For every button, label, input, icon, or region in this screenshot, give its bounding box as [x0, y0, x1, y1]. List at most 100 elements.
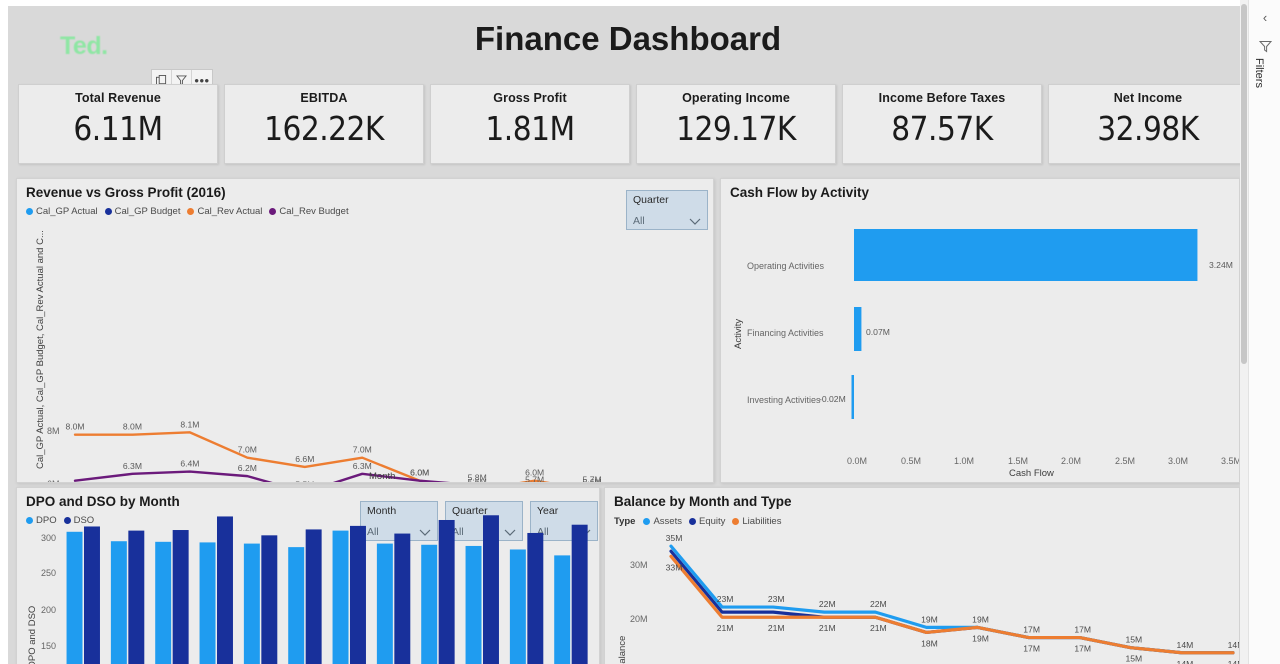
y-axis-tick: 30M	[630, 560, 648, 570]
kpi-card-total-revenue[interactable]: Total Revenue 6.11M	[18, 84, 218, 164]
kpi-card-income-before-taxes[interactable]: Income Before Taxes 87.57K	[842, 84, 1042, 164]
x-axis-tick: 3.0M	[1168, 456, 1189, 466]
svg-text:6.0M: 6.0M	[525, 468, 544, 478]
svg-text:6.6M: 6.6M	[295, 454, 314, 464]
category-label: Operating Activities	[747, 261, 825, 271]
kpi-card-row: Total Revenue 6.11M EBITDA 162.22K Gross…	[18, 84, 1248, 164]
slicer-value: All	[537, 526, 549, 538]
kpi-title: Gross Profit	[493, 91, 567, 105]
x-axis-tick: 1.5M	[1008, 456, 1029, 466]
chevron-down-icon[interactable]	[689, 212, 701, 230]
svg-text:23M: 23M	[717, 594, 734, 604]
filters-pane-title: Filters	[1253, 58, 1265, 88]
chart-legend: Cal_GP Actual Cal_GP Budget Cal_Rev Actu…	[26, 206, 349, 217]
svg-text:14M: 14M	[1177, 659, 1194, 664]
scrollbar-thumb[interactable]	[1241, 4, 1247, 364]
visual-dpo-and-dso-by-month[interactable]: DPO and DSO by Month DPO DSO Month All Q…	[16, 487, 600, 664]
visual-cash-flow-by-activity[interactable]: Cash Flow by Activity Activity Operating…	[720, 178, 1240, 483]
svg-text:14M: 14M	[1177, 640, 1194, 650]
kpi-value: 129.17K	[676, 109, 796, 148]
svg-text:19M: 19M	[972, 614, 989, 624]
y-axis-tick: 200	[41, 605, 57, 615]
y-axis-tick: 8M	[47, 426, 60, 436]
canvas-top-edge	[0, 0, 1280, 6]
chart-legend: Type Assets Equity Liabilities	[614, 516, 781, 527]
line-chart-plot: 35M 23M 23M 22M 22M 19M 19M 17M 17M 15M 14M 14M 33M 2…	[666, 533, 1240, 664]
kpi-value: 162.22K	[264, 109, 384, 148]
legend-item: DSO	[63, 515, 94, 526]
copy-icon[interactable]	[152, 70, 172, 90]
visual-revenue-vs-gross-profit[interactable]: Revenue vs Gross Profit (2016) Cal_GP Ac…	[16, 178, 714, 483]
svg-text:21M: 21M	[717, 623, 734, 633]
legend-title: Type	[614, 516, 636, 527]
svg-text:14M: 14M	[1228, 640, 1240, 650]
kpi-card-ebitda[interactable]: EBITDA 162.22K	[224, 84, 424, 164]
svg-text:35M: 35M	[666, 533, 683, 543]
svg-text:6.2M: 6.2M	[238, 463, 257, 473]
chevron-down-icon[interactable]	[504, 523, 516, 541]
report-logo: Ted.	[60, 32, 108, 60]
kpi-value: 6.11M	[73, 109, 163, 148]
svg-text:6.0M: 6.0M	[410, 468, 429, 478]
svg-text:17M: 17M	[1074, 625, 1091, 635]
legend-label: Equity	[698, 516, 726, 527]
x-axis-tick: 1.0M	[954, 456, 975, 466]
svg-text:19M: 19M	[972, 633, 989, 643]
svg-text:19M: 19M	[921, 614, 938, 624]
kpi-card-gross-profit[interactable]: Gross Profit 1.81M	[430, 84, 630, 164]
visual-balance-by-month-and-type[interactable]: Balance by Month and Type Type Assets Eq…	[604, 487, 1240, 664]
line-chart-plot: 2.2M2.1M1.9M1.9M1.9M1.6M1.5M1.5M1.5M1.5M…	[65, 419, 602, 483]
slicer-label: Month	[367, 505, 397, 517]
y-axis-tick: 150	[41, 641, 57, 651]
kpi-value: 87.57K	[891, 109, 993, 148]
svg-text:5.6M: 5.6M	[583, 477, 602, 483]
svg-text:8.0M: 8.0M	[65, 422, 84, 432]
svg-text:17M: 17M	[1023, 625, 1040, 635]
legend-label: Liabilities	[742, 516, 782, 527]
slicer-quarter-revenue[interactable]: Quarter All	[626, 190, 708, 230]
svg-text:22M: 22M	[819, 599, 836, 609]
svg-text:6.4M: 6.4M	[180, 459, 199, 469]
svg-text:23M: 23M	[768, 594, 785, 604]
svg-text:18M: 18M	[921, 638, 938, 648]
kpi-card-net-income[interactable]: Net Income 32.98K	[1048, 84, 1248, 164]
y-axis-tick: 20M	[630, 614, 648, 624]
y-axis-tick: 250	[41, 568, 57, 578]
legend-item: DPO	[26, 515, 57, 526]
x-axis-tick: 2.5M	[1115, 456, 1136, 466]
bar-chart-plot	[851, 229, 1198, 419]
kpi-title: EBITDA	[300, 91, 348, 105]
svg-text:5.5M: 5.5M	[295, 479, 314, 483]
legend-swatch	[732, 518, 740, 525]
chart-legend: DPO DSO	[26, 515, 94, 526]
collapse-pane-icon[interactable]: ‹	[1262, 10, 1268, 25]
svg-text:5.6M: 5.6M	[468, 477, 487, 483]
visual-title: Balance by Month and Type	[614, 494, 792, 509]
legend-label: DPO	[36, 515, 57, 526]
svg-text:33M: 33M	[666, 562, 683, 572]
legend-item: Assets	[643, 516, 682, 527]
slicer-value: All	[633, 215, 645, 227]
svg-text:6.0M: 6.0M	[410, 468, 429, 478]
legend-label: Cal_Rev Actual	[197, 206, 263, 217]
chevron-down-icon[interactable]	[419, 523, 431, 541]
legend-label: Cal_Rev Budget	[279, 206, 349, 217]
filters-pane-collapsed[interactable]: ‹ Filters	[1248, 0, 1280, 664]
kpi-title: Total Revenue	[75, 91, 161, 105]
svg-text:6.3M: 6.3M	[353, 461, 372, 471]
svg-text:17M: 17M	[1074, 644, 1091, 654]
page-scrollbar[interactable]	[1240, 0, 1248, 664]
kpi-title: Income Before Taxes	[878, 91, 1006, 105]
svg-text:21M: 21M	[768, 623, 785, 633]
kpi-title: Net Income	[1113, 91, 1183, 105]
data-label: 0.07M	[866, 327, 890, 337]
legend-item: Cal_GP Budget	[104, 206, 180, 217]
visual-title: Revenue vs Gross Profit (2016)	[26, 185, 226, 200]
kpi-card-operating-income[interactable]: Operating Income 129.17K	[636, 84, 836, 164]
more-options-icon[interactable]: •••	[192, 70, 212, 90]
legend-swatch	[643, 518, 651, 525]
x-axis-tick: 0.5M	[901, 456, 922, 466]
svg-text:21M: 21M	[870, 623, 887, 633]
filter-icon[interactable]	[1249, 40, 1280, 58]
